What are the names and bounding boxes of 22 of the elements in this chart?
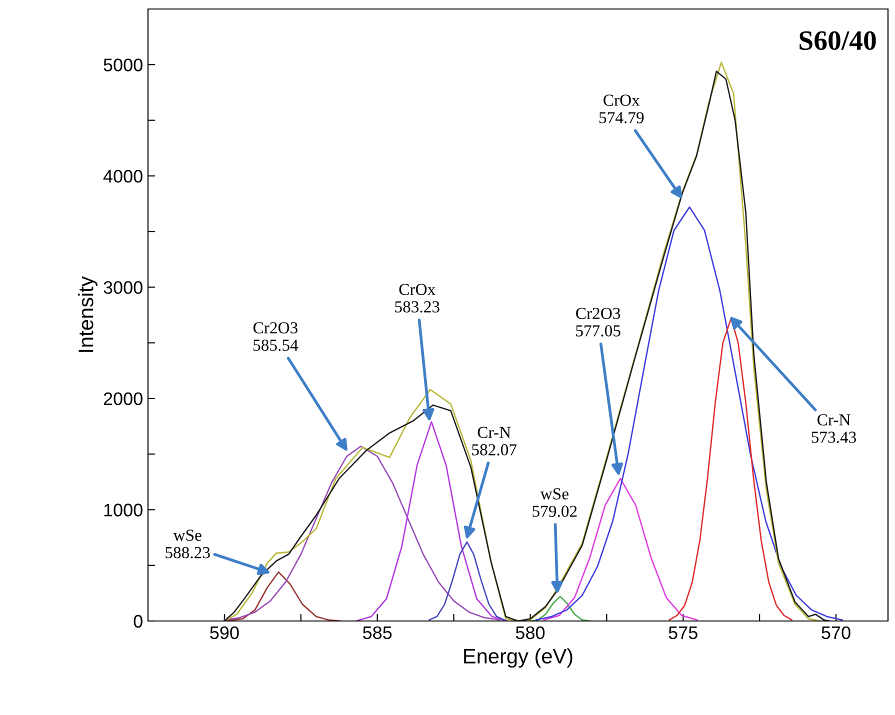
- y-axis-title: Intensity: [78, 276, 98, 352]
- x-tick-label: 590: [210, 626, 239, 640]
- annotation: CrOx 574.79: [599, 94, 644, 124]
- annotation: wSe 579.02: [532, 488, 577, 517]
- x-tick-label: 575: [668, 626, 698, 640]
- y-tick-label: 4000: [103, 170, 142, 183]
- annotation: Cr-N 582.07: [472, 426, 517, 456]
- y-tick-label: 2000: [104, 392, 142, 406]
- annotation: CrOx 583.23: [395, 284, 440, 313]
- annotation: Cr-N 573.43: [812, 414, 856, 443]
- y-tick-label: 1000: [104, 504, 142, 516]
- y-tick-label: 0: [134, 614, 142, 628]
- text: S60/40: [800, 31, 876, 50]
- y-tick-label: 3000: [104, 281, 142, 294]
- annotation: Cr2O3 585.54: [253, 322, 298, 351]
- x-axis-title: Energy (eV): [464, 648, 572, 668]
- x-tick-label: 585: [363, 626, 392, 640]
- annotation: Cr2O3 577.05: [576, 308, 620, 337]
- x-tick-label: 580: [516, 626, 545, 640]
- x-tick-label: 570: [822, 626, 850, 640]
- y-tick-label: 5000: [104, 58, 142, 72]
- annotation: wSe 588.23: [166, 530, 210, 558]
